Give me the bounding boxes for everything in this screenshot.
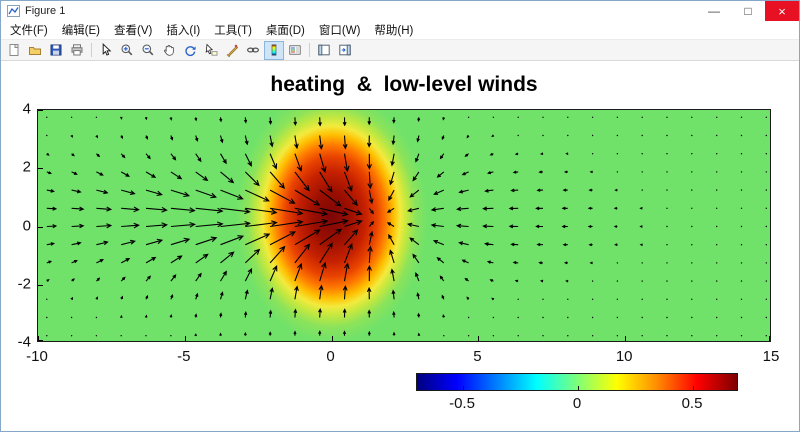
menu-item-view[interactable]: 查看(V) [114, 25, 153, 37]
x-tick-label: -5 [177, 348, 191, 365]
x-tick-mark [38, 336, 39, 341]
toolbar-button-pan[interactable] [159, 41, 179, 60]
colorbar [416, 373, 738, 391]
y-tick-label: -2 [17, 275, 31, 293]
data-cursor-icon [205, 43, 218, 56]
colorbar-tick-label: -0.5 [449, 395, 475, 412]
x-tick-mark [769, 336, 770, 341]
show-plot-tools-icon [339, 44, 351, 56]
x-tick-mark [184, 336, 186, 341]
x-tick-label: 5 [473, 348, 482, 365]
open-file-icon [29, 47, 41, 55]
menu-item-insert[interactable]: 插入(I) [166, 25, 201, 37]
toolbar-button-link-plot[interactable] [243, 41, 263, 60]
y-tick-mark [38, 340, 43, 341]
toolbar-button-edit-plot[interactable] [96, 41, 116, 60]
quiver-dots [46, 116, 768, 337]
menu-bar: 文件(F) 编辑(E) 查看(V) 插入(I) 工具(T) 桌面(D) 窗口(W) 帮助(H) [1, 21, 799, 40]
figure-canvas: heating & low-level winds -10 -5 0 5 10 15 -4 -… [1, 61, 799, 431]
edit-plot-icon [102, 43, 112, 56]
toolbar-button-show-plot-tools[interactable] [335, 41, 355, 60]
print-figure-icon [71, 44, 83, 56]
minimize-button[interactable]: — [708, 4, 720, 18]
rotate-3d-icon [185, 46, 196, 57]
axes-area[interactable] [37, 109, 771, 342]
figure-app-icon [7, 5, 20, 17]
colorbar-tick-mark [578, 386, 579, 390]
x-tick-mark [625, 336, 627, 341]
zoom-in-icon [121, 44, 133, 56]
brush-icon [226, 44, 239, 57]
toolbar-button-zoom-in[interactable] [117, 41, 137, 60]
insert-legend-icon [289, 45, 301, 55]
toolbar-button-brush[interactable] [222, 41, 242, 60]
toolbar-button-save-figure[interactable] [46, 41, 66, 60]
insert-colorbar-icon [271, 44, 277, 56]
toolbar-button-hide-plot-tools[interactable] [314, 41, 334, 60]
toolbar [1, 40, 799, 61]
y-tick-label: 4 [22, 100, 31, 118]
save-figure-icon [50, 44, 62, 56]
new-figure-icon [9, 44, 19, 56]
menu-item-file[interactable]: 文件(F) [10, 25, 48, 37]
menu-item-desktop[interactable]: 桌面(D) [265, 25, 305, 37]
toolbar-separator [309, 43, 310, 57]
menu-item-help[interactable]: 帮助(H) [374, 25, 414, 37]
toolbar-separator [91, 43, 92, 57]
toolbar-button-zoom-out[interactable] [138, 41, 158, 60]
x-tick-mark [331, 336, 333, 341]
x-tick-label: 15 [762, 348, 780, 365]
y-tick-mark [38, 110, 43, 111]
window-title: Figure 1 [25, 5, 66, 17]
hide-plot-tools-icon [318, 44, 330, 56]
menu-item-window[interactable]: 窗口(W) [318, 25, 361, 37]
colorbar-tick-mark [463, 386, 464, 390]
toolbar-button-rotate-3d[interactable] [180, 41, 200, 60]
colorbar-tick-label: 0 [572, 395, 582, 412]
y-tick-label: 2 [22, 158, 31, 176]
x-tick-label: 10 [615, 348, 633, 365]
menu-item-tools[interactable]: 工具(T) [214, 25, 252, 37]
close-button[interactable]: × [765, 1, 799, 21]
plot-title: heating & low-level winds [270, 73, 538, 96]
toolbar-button-insert-legend[interactable] [285, 41, 305, 60]
y-tick-mark [38, 168, 43, 170]
y-tick-label: 0 [22, 217, 31, 234]
colorbar-tick-label: 0.5 [681, 395, 703, 412]
quiver-arrows [46, 116, 643, 337]
toolbar-button-print-figure[interactable] [67, 41, 87, 60]
toolbar-button-data-cursor[interactable] [201, 41, 221, 60]
heating-field [236, 110, 427, 341]
menu-item-edit[interactable]: 编辑(E) [61, 25, 101, 37]
link-plot-icon [246, 47, 259, 53]
maximize-button[interactable]: □ [744, 4, 752, 18]
zoom-out-icon [142, 44, 154, 56]
toolbar-button-open-file[interactable] [25, 41, 45, 60]
pan-icon [164, 45, 174, 56]
quiver-plot [46, 116, 768, 337]
x-tick-mark [478, 336, 480, 341]
x-tick-label: 0 [326, 348, 335, 365]
toolbar-button-insert-colorbar[interactable] [264, 40, 284, 60]
x-tick-label: -10 [26, 348, 48, 365]
y-tick-mark [38, 226, 43, 228]
y-tick-mark [38, 284, 43, 286]
title-bar[interactable]: Figure 1 — □ × [1, 1, 799, 21]
y-tick-label: -4 [17, 333, 31, 351]
toolbar-button-new-figure[interactable] [4, 41, 24, 60]
colorbar-tick-mark [693, 386, 694, 390]
